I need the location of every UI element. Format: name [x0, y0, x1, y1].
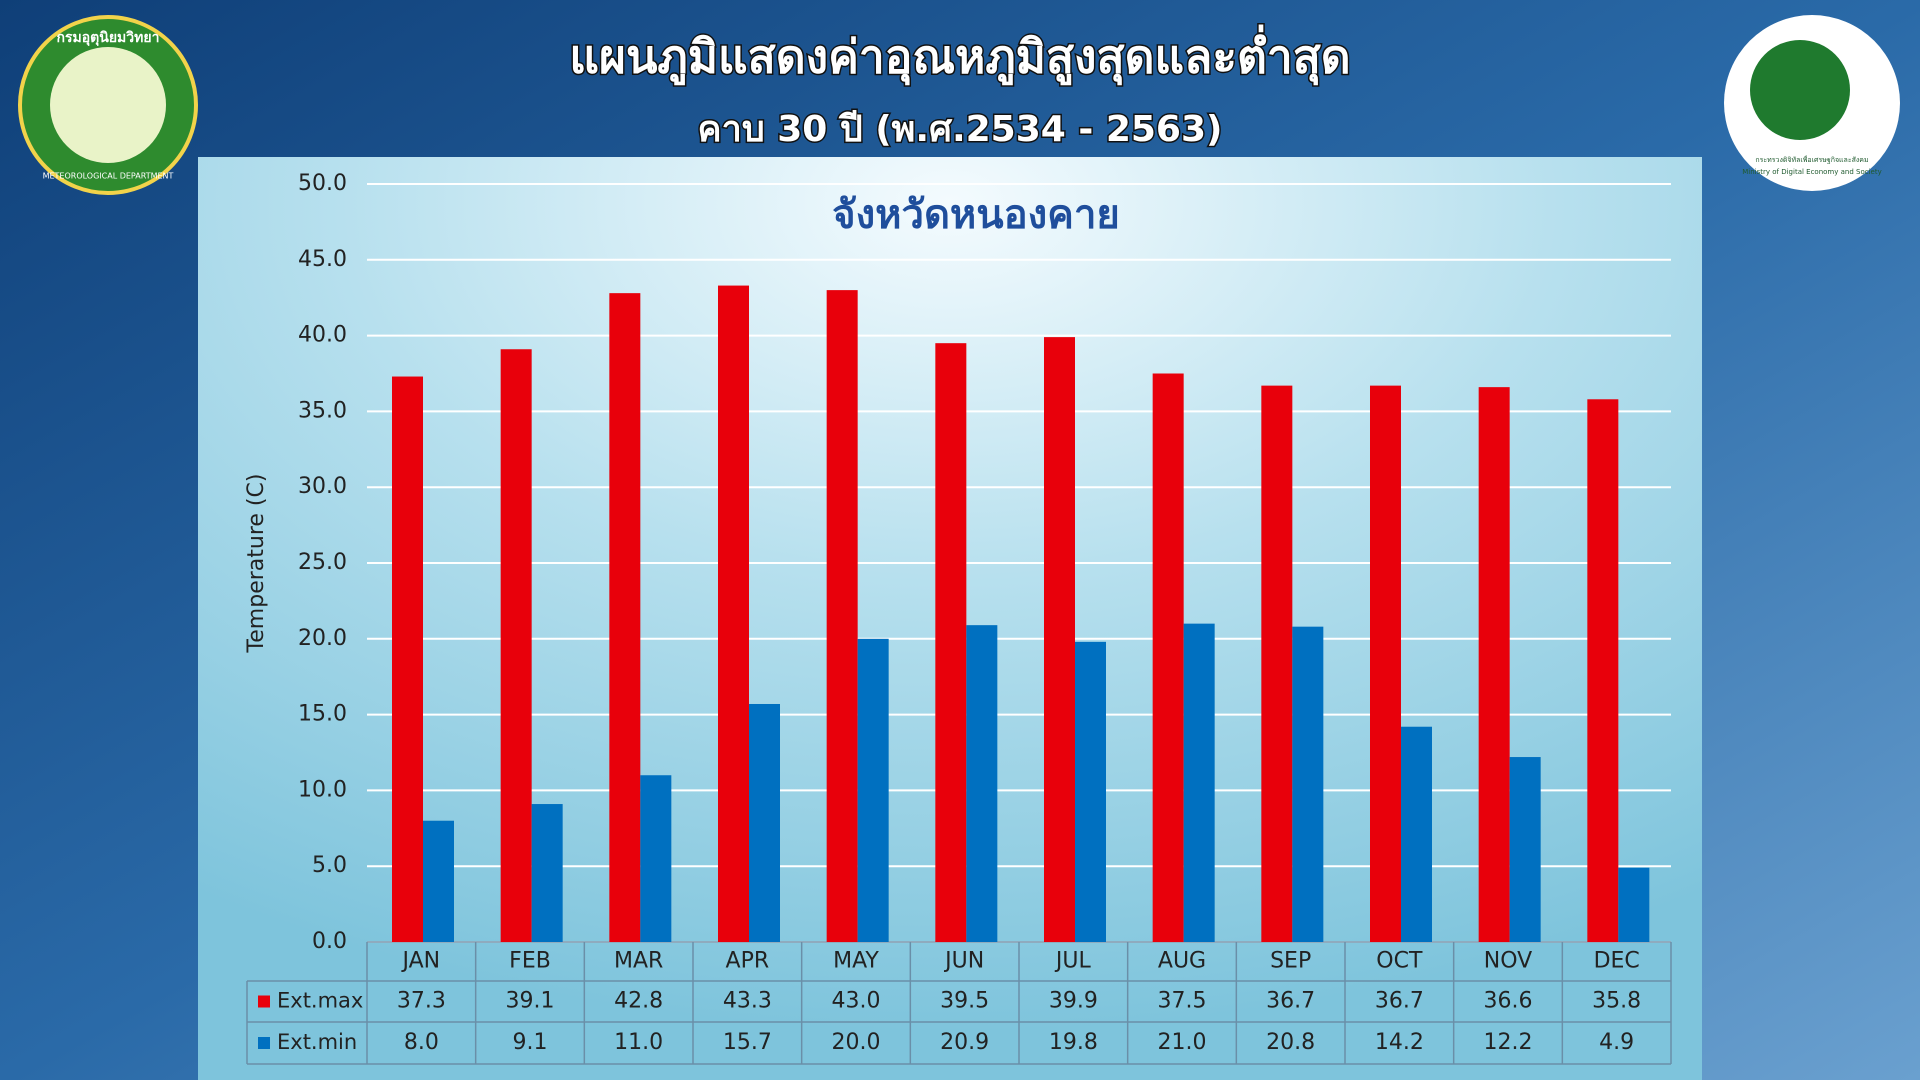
logo-center — [50, 47, 166, 163]
table-value: 43.3 — [723, 989, 772, 1014]
table-value: 37.3 — [397, 989, 446, 1014]
y-tick-label: 45.0 — [298, 247, 347, 272]
legend-label: Ext.max — [277, 989, 363, 1013]
bar — [718, 285, 749, 942]
table-value: 36.7 — [1375, 989, 1424, 1014]
bar — [1370, 385, 1401, 942]
bar — [1292, 626, 1324, 942]
title: แผนภูมิแสดงค่าอุณหภูมิสูงสุดและต่ำสุด — [569, 25, 1350, 86]
legend-label: Ext.min — [277, 1030, 357, 1054]
y-tick-label: 25.0 — [298, 550, 347, 575]
table-value: 21.0 — [1158, 1030, 1207, 1055]
bar — [826, 290, 858, 942]
bar — [500, 349, 532, 942]
right-logo: กระทรวงดิจิทัลเพื่อเศรษฐกิจและสังคม Mini… — [1724, 15, 1900, 191]
table-value: 9.1 — [513, 1030, 548, 1055]
y-tick-label: 10.0 — [298, 777, 347, 802]
logo-center — [1750, 40, 1850, 140]
table-value: 8.0 — [404, 1030, 439, 1055]
y-tick-label: 50.0 — [298, 171, 347, 196]
table-value: 15.7 — [723, 1030, 772, 1055]
logo-text: กระทรวงดิจิทัลเพื่อเศรษฐกิจและสังคม — [1755, 155, 1868, 164]
bar — [423, 820, 454, 942]
y-tick-label: 0.0 — [312, 929, 347, 954]
bar — [1618, 867, 1650, 942]
y-tick-label: 40.0 — [298, 323, 347, 348]
table-value: 39.5 — [940, 989, 989, 1014]
y-tick-label: 5.0 — [312, 853, 347, 878]
bar — [1478, 387, 1510, 942]
bar — [935, 343, 967, 942]
bar — [1183, 623, 1215, 942]
bar — [857, 638, 889, 942]
bar — [609, 293, 641, 943]
table-value: 35.8 — [1592, 989, 1641, 1014]
table-value: 36.7 — [1266, 989, 1315, 1014]
x-tick-label: SEP — [1270, 949, 1311, 974]
table-value: 20.8 — [1266, 1030, 1315, 1055]
logo-text: กรมอุตุนิยมวิทยา — [57, 30, 160, 46]
bar — [749, 703, 780, 942]
bar — [531, 804, 563, 942]
x-tick-label: JUL — [1054, 949, 1092, 974]
y-axis-label: Temperature (C) — [244, 474, 269, 654]
bar — [1509, 757, 1541, 942]
legend-swatch — [258, 995, 270, 1008]
chart-title: จังหวัดหนองคาย — [832, 192, 1120, 238]
bar — [1152, 373, 1184, 942]
y-tick-label: 20.0 — [298, 626, 347, 651]
x-tick-label: MAY — [833, 949, 879, 974]
bar — [1261, 385, 1293, 942]
bar — [640, 775, 672, 942]
legend-swatch — [258, 1037, 270, 1049]
x-tick-label: APR — [726, 949, 770, 974]
table-value: 11.0 — [614, 1030, 663, 1055]
bar — [966, 625, 998, 942]
table-value: 36.6 — [1484, 989, 1533, 1014]
x-tick-label: MAR — [614, 949, 663, 974]
table-value: 19.8 — [1049, 1030, 1098, 1055]
subtitle: คาบ 30 ปี (พ.ศ.2534 - 2563) — [698, 109, 1223, 150]
bar — [1075, 641, 1106, 942]
table-value: 37.5 — [1158, 989, 1207, 1014]
logo-text: METEOROLOGICAL DEPARTMENT — [43, 172, 174, 181]
table-value: 20.0 — [832, 1030, 881, 1055]
x-tick-label: AUG — [1158, 949, 1206, 974]
table-value: 12.2 — [1484, 1030, 1533, 1055]
x-tick-label: DEC — [1594, 949, 1640, 974]
table-value: 20.9 — [940, 1030, 989, 1055]
table-value: 43.0 — [832, 989, 881, 1014]
bar — [1401, 726, 1432, 942]
y-tick-label: 30.0 — [298, 474, 347, 499]
x-tick-label: OCT — [1376, 949, 1423, 974]
x-tick-label: FEB — [509, 949, 551, 974]
table-value: 39.1 — [506, 989, 555, 1014]
logo-text: Ministry of Digital Economy and Society — [1742, 168, 1881, 176]
table-value: 42.8 — [614, 989, 663, 1014]
table-value: 4.9 — [1599, 1030, 1634, 1055]
y-tick-label: 35.0 — [298, 398, 347, 423]
x-tick-label: NOV — [1484, 949, 1532, 974]
y-tick-label: 15.0 — [298, 702, 347, 727]
table-value: 39.9 — [1049, 989, 1098, 1014]
bar — [1044, 337, 1075, 943]
bar — [1587, 399, 1619, 943]
left-logo: กรมอุตุนิยมวิทยา METEOROLOGICAL DEPARTME… — [18, 15, 198, 195]
table-value: 14.2 — [1375, 1030, 1424, 1055]
bar — [392, 376, 423, 943]
x-tick-label: JAN — [401, 949, 441, 974]
x-tick-label: JUN — [943, 949, 984, 974]
